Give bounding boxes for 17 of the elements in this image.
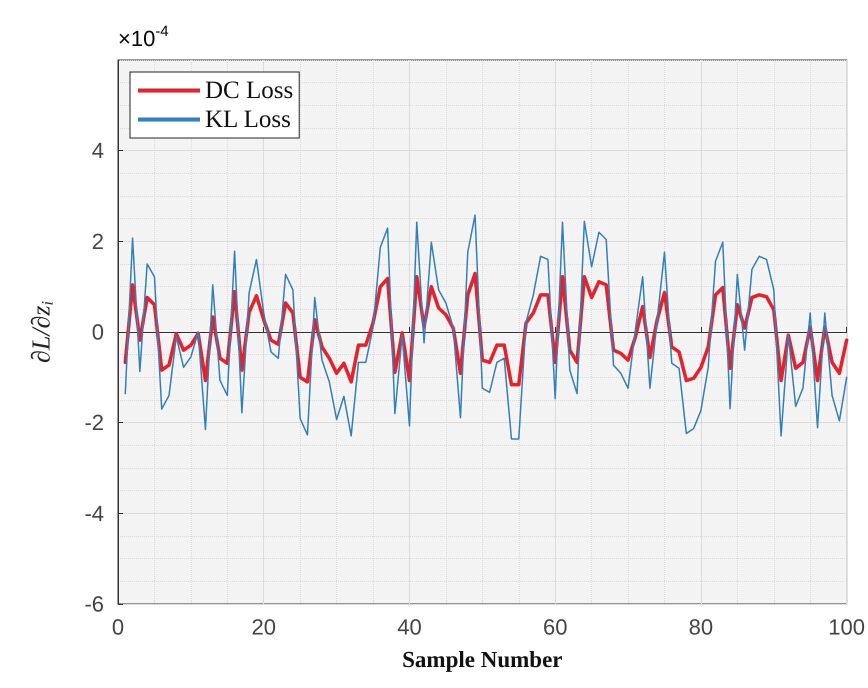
legend-label: DC Loss <box>205 77 294 104</box>
line-series <box>124 214 848 440</box>
x-tick-label: 0 <box>112 614 124 640</box>
x-axis-title: Sample Number <box>402 647 563 672</box>
x-tick-label: 60 <box>542 614 568 640</box>
y-tick-label: -2 <box>84 410 104 436</box>
x-tick-label: 20 <box>251 614 276 640</box>
x-tick-label: 80 <box>688 614 714 640</box>
x-tick-label: 100 <box>828 614 866 640</box>
x-tick-label: 40 <box>397 614 422 640</box>
y-tick-label: 2 <box>92 228 104 254</box>
y-tick-label: 4 <box>92 138 104 164</box>
y-axis-title: ∂L/∂zi <box>26 301 56 363</box>
y-tick-label: -6 <box>84 592 104 616</box>
y-tick-label: 0 <box>92 320 104 344</box>
legend-label: KL Loss <box>205 106 291 133</box>
y-tick-label: -4 <box>84 500 104 526</box>
